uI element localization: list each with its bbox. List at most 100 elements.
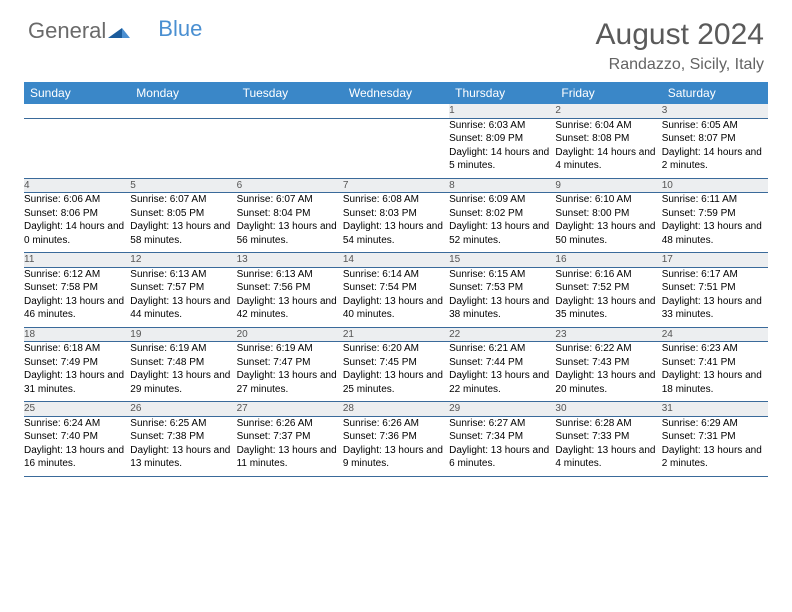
sunset-line: Sunset: 7:51 PM: [662, 281, 768, 295]
daylight-line: Daylight: 13 hours and 42 minutes.: [237, 295, 343, 322]
daylight-line: Daylight: 13 hours and 48 minutes.: [662, 220, 768, 247]
sunset-line: Sunset: 7:53 PM: [449, 281, 555, 295]
day-number-cell: 29: [449, 402, 555, 417]
sunset-line: Sunset: 7:37 PM: [237, 430, 343, 444]
daylight-line: Daylight: 13 hours and 56 minutes.: [237, 220, 343, 247]
day-content-cell: Sunrise: 6:13 AMSunset: 7:56 PMDaylight:…: [237, 267, 343, 327]
sunset-line: Sunset: 8:00 PM: [555, 207, 661, 221]
sunrise-line: Sunrise: 6:20 AM: [343, 342, 449, 356]
daylight-line: Daylight: 13 hours and 50 minutes.: [555, 220, 661, 247]
sunset-line: Sunset: 8:03 PM: [343, 207, 449, 221]
day-content-cell: Sunrise: 6:29 AMSunset: 7:31 PMDaylight:…: [662, 416, 768, 476]
sunrise-line: Sunrise: 6:16 AM: [555, 268, 661, 282]
sunrise-line: Sunrise: 6:23 AM: [662, 342, 768, 356]
daylight-line: Daylight: 13 hours and 18 minutes.: [662, 369, 768, 396]
sunrise-line: Sunrise: 6:07 AM: [130, 193, 236, 207]
day-content-cell: Sunrise: 6:07 AMSunset: 8:04 PMDaylight:…: [237, 193, 343, 253]
sunrise-line: Sunrise: 6:19 AM: [130, 342, 236, 356]
daylight-line: Daylight: 13 hours and 33 minutes.: [662, 295, 768, 322]
sunset-line: Sunset: 7:36 PM: [343, 430, 449, 444]
sunrise-line: Sunrise: 6:14 AM: [343, 268, 449, 282]
sunset-line: Sunset: 8:02 PM: [449, 207, 555, 221]
sunrise-line: Sunrise: 6:21 AM: [449, 342, 555, 356]
day-content-cell: Sunrise: 6:19 AMSunset: 7:47 PMDaylight:…: [237, 342, 343, 402]
sunset-line: Sunset: 7:40 PM: [24, 430, 130, 444]
weekday-header: Wednesday: [343, 82, 449, 104]
calendar-header-row: SundayMondayTuesdayWednesdayThursdayFrid…: [24, 82, 768, 104]
day-number-cell: 8: [449, 178, 555, 193]
sunset-line: Sunset: 7:43 PM: [555, 356, 661, 370]
day-number-cell: 12: [130, 253, 236, 268]
day-number-cell: 6: [237, 178, 343, 193]
day-number-cell: 17: [662, 253, 768, 268]
sunset-line: Sunset: 8:07 PM: [662, 132, 768, 146]
weekday-header: Tuesday: [237, 82, 343, 104]
day-number-cell: 13: [237, 253, 343, 268]
day-content-cell: Sunrise: 6:26 AMSunset: 7:36 PMDaylight:…: [343, 416, 449, 476]
weekday-header: Thursday: [449, 82, 555, 104]
daylight-line: Daylight: 13 hours and 16 minutes.: [24, 444, 130, 471]
sunrise-line: Sunrise: 6:26 AM: [343, 417, 449, 431]
day-content-cell: Sunrise: 6:25 AMSunset: 7:38 PMDaylight:…: [130, 416, 236, 476]
day-number-cell: 20: [237, 327, 343, 342]
logo: General Blue: [28, 18, 202, 44]
day-content-cell: Sunrise: 6:17 AMSunset: 7:51 PMDaylight:…: [662, 267, 768, 327]
sunset-line: Sunset: 7:47 PM: [237, 356, 343, 370]
daylight-line: Daylight: 13 hours and 29 minutes.: [130, 369, 236, 396]
day-number-cell: 2: [555, 104, 661, 118]
sunrise-line: Sunrise: 6:24 AM: [24, 417, 130, 431]
daylight-line: Daylight: 13 hours and 40 minutes.: [343, 295, 449, 322]
day-content-cell: Sunrise: 6:12 AMSunset: 7:58 PMDaylight:…: [24, 267, 130, 327]
day-number-cell: 23: [555, 327, 661, 342]
daylight-line: Daylight: 14 hours and 0 minutes.: [24, 220, 130, 247]
sunset-line: Sunset: 7:56 PM: [237, 281, 343, 295]
day-number-cell: 3: [662, 104, 768, 118]
day-content-cell: Sunrise: 6:18 AMSunset: 7:49 PMDaylight:…: [24, 342, 130, 402]
sunset-line: Sunset: 8:04 PM: [237, 207, 343, 221]
day-content-cell: [130, 118, 236, 178]
daylight-line: Daylight: 13 hours and 4 minutes.: [555, 444, 661, 471]
sunset-line: Sunset: 7:52 PM: [555, 281, 661, 295]
sunrise-line: Sunrise: 6:09 AM: [449, 193, 555, 207]
day-content-cell: Sunrise: 6:26 AMSunset: 7:37 PMDaylight:…: [237, 416, 343, 476]
sunrise-line: Sunrise: 6:13 AM: [130, 268, 236, 282]
day-content-cell: Sunrise: 6:21 AMSunset: 7:44 PMDaylight:…: [449, 342, 555, 402]
sunrise-line: Sunrise: 6:18 AM: [24, 342, 130, 356]
day-number-cell: [130, 104, 236, 118]
daylight-line: Daylight: 13 hours and 22 minutes.: [449, 369, 555, 396]
day-content-cell: Sunrise: 6:03 AMSunset: 8:09 PMDaylight:…: [449, 118, 555, 178]
header: General Blue August 2024 Randazzo, Sicil…: [0, 0, 792, 78]
page-subtitle: Randazzo, Sicily, Italy: [596, 56, 764, 74]
day-number-cell: 9: [555, 178, 661, 193]
daylight-line: Daylight: 13 hours and 20 minutes.: [555, 369, 661, 396]
day-number-cell: 28: [343, 402, 449, 417]
daylight-line: Daylight: 14 hours and 2 minutes.: [662, 146, 768, 173]
sunrise-line: Sunrise: 6:26 AM: [237, 417, 343, 431]
title-block: August 2024 Randazzo, Sicily, Italy: [596, 18, 764, 74]
logo-text-general: General: [28, 18, 106, 44]
sunset-line: Sunset: 7:59 PM: [662, 207, 768, 221]
day-number-cell: 24: [662, 327, 768, 342]
day-content-cell: Sunrise: 6:07 AMSunset: 8:05 PMDaylight:…: [130, 193, 236, 253]
sunrise-line: Sunrise: 6:13 AM: [237, 268, 343, 282]
daylight-line: Daylight: 13 hours and 52 minutes.: [449, 220, 555, 247]
sunrise-line: Sunrise: 6:06 AM: [24, 193, 130, 207]
day-content-cell: Sunrise: 6:13 AMSunset: 7:57 PMDaylight:…: [130, 267, 236, 327]
day-content-cell: Sunrise: 6:04 AMSunset: 8:08 PMDaylight:…: [555, 118, 661, 178]
sunset-line: Sunset: 8:05 PM: [130, 207, 236, 221]
day-number-cell: 18: [24, 327, 130, 342]
sunrise-line: Sunrise: 6:05 AM: [662, 119, 768, 133]
day-content-cell: Sunrise: 6:24 AMSunset: 7:40 PMDaylight:…: [24, 416, 130, 476]
day-content-cell: Sunrise: 6:19 AMSunset: 7:48 PMDaylight:…: [130, 342, 236, 402]
daylight-line: Daylight: 14 hours and 4 minutes.: [555, 146, 661, 173]
sunset-line: Sunset: 8:06 PM: [24, 207, 130, 221]
day-number-cell: 26: [130, 402, 236, 417]
sunset-line: Sunset: 7:58 PM: [24, 281, 130, 295]
sunrise-line: Sunrise: 6:04 AM: [555, 119, 661, 133]
daylight-line: Daylight: 13 hours and 27 minutes.: [237, 369, 343, 396]
day-content-cell: [237, 118, 343, 178]
sunset-line: Sunset: 7:48 PM: [130, 356, 236, 370]
sunrise-line: Sunrise: 6:28 AM: [555, 417, 661, 431]
calendar-table: SundayMondayTuesdayWednesdayThursdayFrid…: [24, 82, 768, 477]
day-content-cell: Sunrise: 6:06 AMSunset: 8:06 PMDaylight:…: [24, 193, 130, 253]
